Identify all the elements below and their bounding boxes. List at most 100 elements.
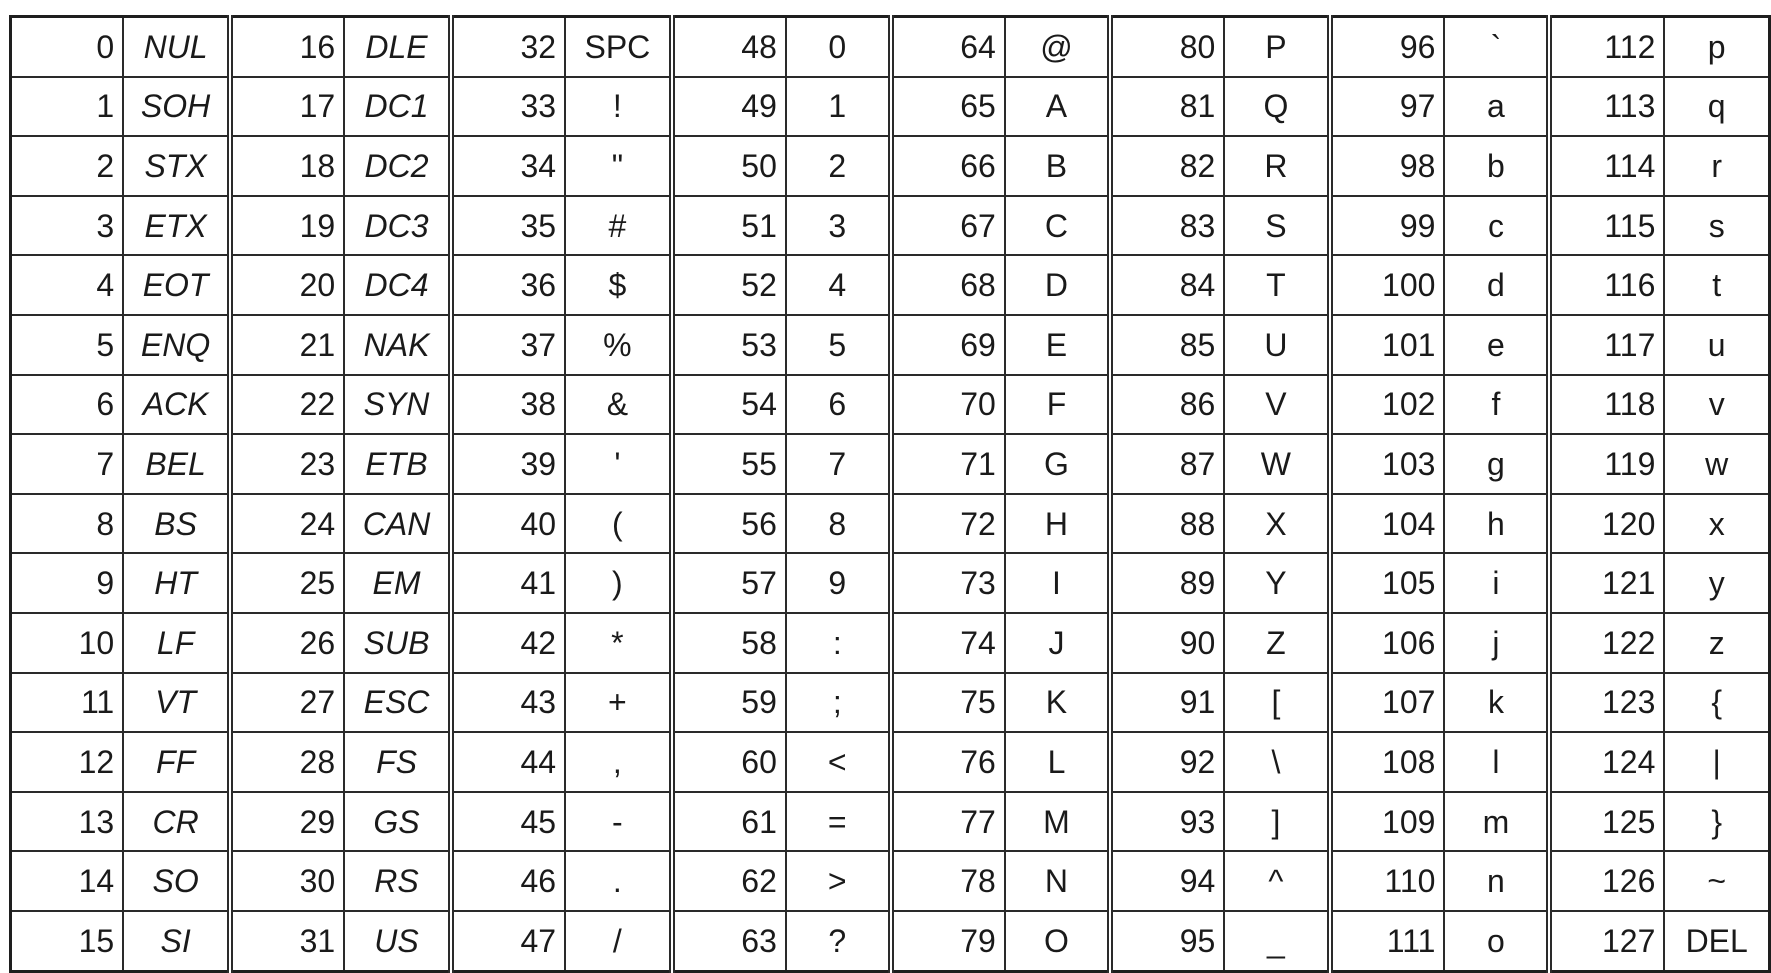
ascii-code-cell: 120 xyxy=(1546,492,1666,555)
ascii-code-cell: 16 xyxy=(226,15,346,78)
ascii-code-cell: 90 xyxy=(1107,611,1226,674)
ascii-code-cell: 96 xyxy=(1326,15,1446,78)
control-char-cell: FF xyxy=(123,731,230,793)
ascii-code-cell: 83 xyxy=(1107,194,1226,257)
ascii-code-cell: 117 xyxy=(1546,313,1666,376)
ascii-char-cell: p xyxy=(1664,15,1770,78)
ascii-code-cell: 31 xyxy=(226,909,346,973)
ascii-code-cell: 2 xyxy=(10,135,125,197)
ascii-char-cell: l xyxy=(1444,731,1550,793)
ascii-code-cell: 97 xyxy=(1326,75,1446,138)
ascii-code-cell: 103 xyxy=(1326,433,1446,495)
ascii-code-cell: 118 xyxy=(1546,373,1666,436)
ascii-code-cell: 94 xyxy=(1107,850,1226,912)
ascii-code-cell: 86 xyxy=(1107,373,1226,436)
ascii-code-cell: 107 xyxy=(1326,671,1446,734)
ascii-char-cell: > xyxy=(785,850,891,912)
ascii-code-cell: 116 xyxy=(1546,254,1666,316)
ascii-code-cell: 119 xyxy=(1546,433,1666,495)
ascii-code-cell: 87 xyxy=(1107,433,1226,495)
ascii-code-cell: 30 xyxy=(226,850,346,912)
ascii-code-cell: 98 xyxy=(1326,135,1446,197)
ascii-code-cell: 70 xyxy=(887,373,1006,436)
ascii-char-cell: x xyxy=(1664,492,1770,555)
ascii-code-cell: 24 xyxy=(226,492,346,555)
ascii-char-cell: ~ xyxy=(1664,850,1770,912)
ascii-char-cell: j xyxy=(1444,611,1550,674)
ascii-code-cell: 69 xyxy=(887,313,1006,376)
ascii-code-cell: 0 xyxy=(10,15,125,78)
ascii-char-cell: D xyxy=(1004,254,1111,316)
ascii-code-cell: 71 xyxy=(887,433,1006,495)
ascii-code-cell: 110 xyxy=(1326,850,1446,912)
ascii-char-cell: n xyxy=(1444,850,1550,912)
ascii-code-cell: 77 xyxy=(887,790,1006,853)
ascii-code-cell: 111 xyxy=(1326,909,1446,973)
ascii-code-cell: 39 xyxy=(447,433,567,495)
ascii-char-cell: R xyxy=(1224,135,1330,197)
ascii-char-cell: Y xyxy=(1224,552,1330,614)
ascii-code-cell: 34 xyxy=(447,135,567,197)
ascii-char-cell: ; xyxy=(785,671,891,734)
ascii-char-cell: Z xyxy=(1224,611,1330,674)
ascii-char-cell: d xyxy=(1444,254,1550,316)
ascii-code-cell: 85 xyxy=(1107,313,1226,376)
ascii-char-cell: ( xyxy=(565,492,672,555)
ascii-code-cell: 50 xyxy=(668,135,787,197)
ascii-code-cell: 19 xyxy=(226,194,346,257)
control-char-cell: SOH xyxy=(123,75,230,138)
ascii-char-cell: ? xyxy=(785,909,891,973)
ascii-char-cell: 5 xyxy=(785,313,891,376)
ascii-code-cell: 127 xyxy=(1546,909,1666,973)
ascii-code-cell: 113 xyxy=(1546,75,1666,138)
ascii-char-cell: U xyxy=(1224,313,1330,376)
ascii-char-cell: + xyxy=(565,671,672,734)
ascii-code-cell: 95 xyxy=(1107,909,1226,973)
table-row: 9 HT 25 EM 41) 57 9 73 I 89 Y 105 i 121 y xyxy=(10,552,1770,614)
ascii-char-cell: $ xyxy=(565,254,672,316)
control-char-cell: BEL xyxy=(123,433,230,495)
ascii-char-cell: g xyxy=(1444,433,1550,495)
ascii-code-cell: 55 xyxy=(668,433,787,495)
ascii-table: 0 NUL 16 DLE 32 SPC 48 0 64 @80 P 96 ` 112 p 1 SOH 17 DC1 3… xyxy=(9,15,1771,973)
ascii-char-cell: k xyxy=(1444,671,1550,734)
control-char-cell: SUB xyxy=(344,611,451,674)
ascii-code-cell: 106 xyxy=(1326,611,1446,674)
control-char-cell: LF xyxy=(123,611,230,674)
ascii-char-cell: 9 xyxy=(785,552,891,614)
ascii-char-cell: S xyxy=(1224,194,1330,257)
ascii-char-cell: ' xyxy=(565,433,672,495)
ascii-code-cell: 59 xyxy=(668,671,787,734)
control-char-cell: STX xyxy=(123,135,230,197)
control-char-cell: NUL xyxy=(123,15,230,78)
ascii-char-cell: K xyxy=(1004,671,1111,734)
ascii-code-cell: 74 xyxy=(887,611,1006,674)
ascii-code-cell: 54 xyxy=(668,373,787,436)
ascii-char-cell: M xyxy=(1004,790,1111,853)
control-char-cell: SYN xyxy=(344,373,451,436)
control-char-cell: EOT xyxy=(123,254,230,316)
table-row: 10 LF 26 SUB 42 * 58:74 J 90 Z 106 j 122 z xyxy=(10,611,1770,674)
ascii-char-cell: y xyxy=(1664,552,1770,614)
control-char-cell: DC1 xyxy=(344,75,451,138)
ascii-char-cell: _ xyxy=(1224,909,1330,973)
control-char-cell: RS xyxy=(344,850,451,912)
ascii-char-cell: V xyxy=(1224,373,1330,436)
ascii-char-cell: H xyxy=(1004,492,1111,555)
ascii-code-cell: 88 xyxy=(1107,492,1226,555)
table-row: 15 SI 31 US 47/63? 79 O 95 _ 111 o 127 DEL xyxy=(10,909,1770,973)
control-char-cell: ENQ xyxy=(123,313,230,376)
ascii-char-cell: ] xyxy=(1224,790,1330,853)
ascii-char-cell: - xyxy=(565,790,672,853)
ascii-code-cell: 6 xyxy=(10,373,125,436)
ascii-code-cell: 104 xyxy=(1326,492,1446,555)
ascii-char-cell: 8 xyxy=(785,492,891,555)
table-row: 12 FF 28 FS 44, 60 <76 L 92 \ 108 l 124 | xyxy=(10,731,1770,793)
ascii-char-cell: , xyxy=(565,731,672,793)
control-char-cell: GS xyxy=(344,790,451,853)
ascii-code-cell: 93 xyxy=(1107,790,1226,853)
ascii-code-cell: 48 xyxy=(668,15,787,78)
table-row: 2 STX 18 DC2 34 " 50 2 66 B 82 R 98 b 114 r xyxy=(10,135,1770,197)
ascii-code-cell: 45 xyxy=(447,790,567,853)
table-row: 5 ENQ 21 NAK 37% 53 5 69 E 85 U 101 e 117 u xyxy=(10,313,1770,376)
